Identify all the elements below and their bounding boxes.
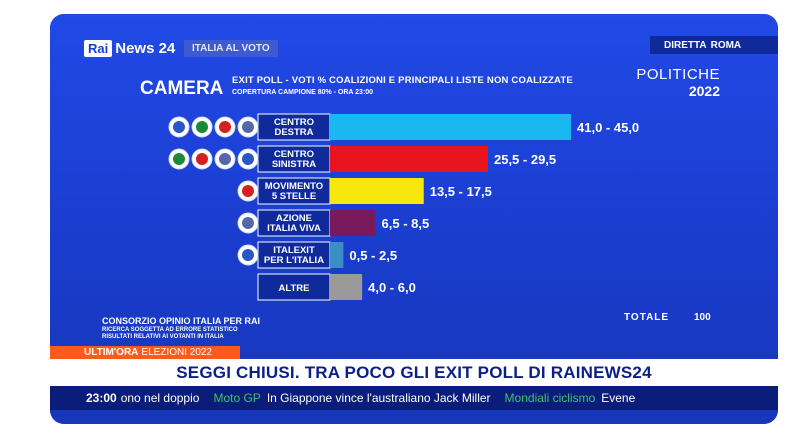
logo-news: News 24	[115, 39, 176, 57]
party-label: DESTRA	[274, 127, 313, 138]
party-logo-mark	[219, 153, 231, 165]
ultim-ora-banner: ULTIM'ORA ELEZIONI 2022	[50, 346, 240, 359]
diretta-badge: DIRETTA ROMA	[650, 36, 778, 54]
chart-subtitle: COPERTURA CAMPIONE 80% - ORA 23:00	[232, 89, 374, 96]
bar	[330, 146, 488, 172]
bar	[330, 178, 424, 204]
bar	[330, 274, 363, 300]
party-label: MOVIMENTO	[265, 181, 323, 192]
chart-title: EXIT POLL - VOTI % COALIZIONI E PRINCIPA…	[232, 75, 573, 86]
ultim-ora-topic: ELEZIONI 2022	[141, 347, 212, 358]
party-label: 5 STELLE	[272, 191, 316, 202]
party-label: SINISTRA	[272, 159, 316, 170]
party-logo-mark	[242, 185, 254, 197]
party-logo-mark	[242, 153, 254, 165]
logo-rai: Rai	[84, 39, 113, 57]
diretta-city: ROMA	[710, 39, 742, 51]
source-note: CONSORZIO OPINIO ITALIA PER RAI	[102, 316, 261, 326]
bar	[330, 210, 376, 236]
politiche-block: POLITICHE 2022	[636, 66, 720, 99]
party-logo-mark	[196, 121, 208, 133]
party-label: PER L'ITALIA	[264, 255, 324, 266]
headline-banner: SEGGI CHIUSI. TRA POCO GLI EXIT POLL DI …	[50, 359, 778, 386]
party-logo-mark	[242, 249, 254, 261]
italia-al-voto-tag: ITALIA AL VOTO	[184, 40, 278, 57]
party-logo-mark	[242, 121, 254, 133]
bar	[330, 114, 571, 140]
value-label: 0,5 - 2,5	[349, 248, 397, 263]
party-logo-mark	[242, 217, 254, 229]
totale-label: TOTALE	[624, 312, 670, 323]
politiche-year: 2022	[688, 83, 720, 99]
ticker-section-1: Moto GP	[213, 391, 261, 405]
value-label: 13,5 - 17,5	[430, 184, 492, 199]
party-label: ALTRE	[279, 283, 310, 294]
party-logo-mark	[173, 153, 185, 165]
voters-note: RISULTATI RELATIVI AI VOTANTI IN ITALIA	[102, 334, 224, 340]
diretta-label: DIRETTA	[664, 39, 707, 51]
party-label: ITALEXIT	[273, 245, 315, 256]
party-label-box	[257, 273, 331, 301]
value-label: 6,5 - 8,5	[382, 216, 430, 231]
ticker-text-1: ono nel doppio	[120, 391, 200, 405]
value-label: 25,5 - 29,5	[494, 152, 556, 167]
ultim-ora-label: ULTIM'ORA	[84, 347, 139, 358]
ticker-section-2: Mondiali ciclismo	[504, 391, 596, 405]
ticker-text-3: Evene	[601, 391, 636, 405]
chamber-title: CAMERA	[140, 78, 224, 99]
party-logo-mark	[219, 121, 231, 133]
party-logo-mark	[173, 121, 185, 133]
value-label: 41,0 - 45,0	[577, 120, 639, 135]
news-ticker: 23:00 ono nel doppio Moto GP In Giappone…	[50, 386, 778, 410]
rainews24-logo: Rai News 24	[84, 38, 175, 58]
politiche-label: POLITICHE	[636, 66, 720, 83]
value-label: 4,0 - 6,0	[368, 280, 416, 295]
ticker-time: 23:00	[86, 391, 117, 405]
error-note: RICERCA SOGGETTA AD ERRORE STATISTICO	[102, 327, 238, 333]
ticker-text-2: In Giappone vince l'australiano Jack Mil…	[266, 391, 491, 405]
party-label: ITALIA VIVA	[267, 223, 321, 234]
party-label: CENTRO	[274, 149, 314, 160]
broadcast-frame: Rai News 24 ITALIA AL VOTO DIRETTA ROMA …	[50, 14, 778, 424]
party-label: AZIONE	[276, 213, 312, 224]
party-label: CENTRO	[274, 117, 314, 128]
party-logo-mark	[196, 153, 208, 165]
bar	[330, 242, 344, 268]
party-label-box	[257, 241, 331, 269]
totale-value: 100	[694, 312, 711, 323]
